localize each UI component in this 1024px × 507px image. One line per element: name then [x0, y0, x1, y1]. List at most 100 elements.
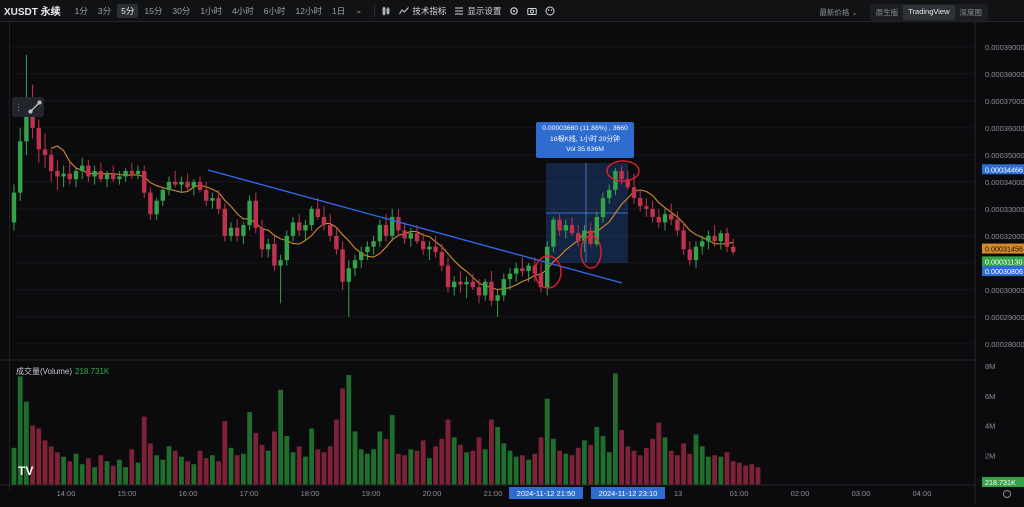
- volume-bar: [321, 452, 327, 485]
- candle-body: [687, 249, 692, 261]
- annotation-circle-1[interactable]: [534, 255, 562, 289]
- volume-bar: [346, 374, 352, 485]
- time-label: 03:00: [852, 489, 871, 498]
- interval-15m[interactable]: 15分: [144, 5, 163, 16]
- volume-bar: [86, 458, 91, 485]
- candle-body: [36, 127, 41, 150]
- candle-style-button[interactable]: [381, 6, 391, 16]
- volume-bar: [11, 447, 17, 485]
- price-chart[interactable]: 0.00039000 0.00038000 0.00037000 0.00036000…: [0, 22, 1024, 505]
- annotation-circle-3[interactable]: [606, 160, 640, 182]
- view-native[interactable]: 原生版: [875, 8, 899, 17]
- interval-1h[interactable]: 1小时: [200, 5, 223, 16]
- price-label: 0.00034000: [985, 178, 1024, 187]
- volume-bar: [532, 453, 538, 485]
- interval-1d[interactable]: 1日: [331, 5, 346, 16]
- chevron-down-icon[interactable]: ⌄: [355, 5, 363, 15]
- candle-body: [160, 189, 165, 201]
- candle-body: [111, 173, 116, 180]
- interval-1m[interactable]: 1分: [74, 5, 88, 16]
- indicators-label: 技术指标: [412, 5, 447, 16]
- price-label: 0.00038000: [985, 70, 1024, 79]
- chart-area[interactable]: 0.00039000 0.00038000 0.00037000 0.00036000…: [0, 22, 1024, 505]
- interval-4h[interactable]: 4小时: [232, 5, 254, 16]
- candle-body: [445, 265, 451, 288]
- price-axis: 0.00039000 0.00038000 0.00037000 0.00036000…: [985, 43, 1024, 460]
- measure-tooltip-line1: 0.00003660 (11.88%) , 3660: [542, 125, 628, 132]
- candle-body: [625, 179, 630, 188]
- drawing-toolbar: [0, 22, 10, 492]
- candle-body: [80, 165, 85, 172]
- price-label: 0.00028000: [985, 340, 1024, 349]
- candle-body: [526, 265, 531, 271]
- volume-bar: [98, 455, 104, 485]
- settings-button[interactable]: [509, 6, 519, 16]
- candle-body: [700, 241, 705, 247]
- toolbar-divider: [374, 4, 376, 17]
- volume-axis-label: 4M: [985, 422, 995, 431]
- volume-bar: [445, 419, 451, 485]
- indicators-button[interactable]: 技术指标: [399, 5, 446, 17]
- candle-body: [483, 281, 488, 296]
- candle-body: [390, 216, 395, 236]
- volume-bar: [296, 446, 302, 485]
- volume-bar: [104, 461, 110, 485]
- volume-axis-label: 8M: [985, 362, 995, 371]
- volume-bar: [470, 450, 476, 485]
- candle-body: [334, 235, 339, 250]
- candle-body: [148, 192, 153, 215]
- interval-30m[interactable]: 30分: [172, 5, 191, 16]
- candle-body: [61, 173, 66, 177]
- candle-body: [724, 233, 730, 247]
- interval-5m[interactable]: 5分: [117, 3, 139, 18]
- price-tags: 0.00034466 0.00031456 0.000311300.00030806…: [982, 164, 1024, 487]
- candle-body: [656, 216, 661, 223]
- candle-body: [433, 246, 438, 253]
- symbol-label[interactable]: XUSDT 永续: [4, 7, 61, 18]
- candle-body: [18, 141, 23, 193]
- volume-bar: [377, 431, 383, 485]
- interval-12h[interactable]: 12小时: [295, 5, 322, 16]
- volume-bar: [606, 452, 612, 485]
- candle-body: [284, 235, 289, 261]
- price-type-select[interactable]: 最新价格 ⌄: [819, 8, 858, 17]
- candle-body: [371, 241, 376, 247]
- volume-bar: [427, 458, 432, 485]
- volume-bar: [55, 452, 60, 485]
- candle-body: [123, 171, 128, 177]
- list-icon: [455, 7, 464, 14]
- view-depth[interactable]: 深度图: [959, 8, 983, 17]
- volume-bar: [724, 452, 730, 485]
- candle-body: [259, 227, 265, 250]
- interval-3m[interactable]: 3分: [97, 5, 112, 16]
- candle-body: [42, 149, 48, 155]
- candle-body: [104, 173, 110, 180]
- price-tag-text: 0.00031456: [985, 245, 1023, 254]
- trend-line-tool-icon[interactable]: [28, 100, 42, 114]
- view-tradingview[interactable]: TradingView: [903, 5, 955, 20]
- volume-bar: [439, 438, 445, 485]
- template-button[interactable]: [545, 6, 555, 16]
- grip-icon[interactable]: ⋮: [14, 101, 24, 112]
- axis-settings-icon[interactable]: [1003, 490, 1011, 498]
- candle-body: [675, 219, 680, 231]
- time-highlight-text: 2024-11-12 21:50: [517, 489, 576, 498]
- palette-icon: [545, 6, 555, 15]
- screenshot-button[interactable]: [527, 6, 538, 16]
- candle-body: [49, 154, 54, 172]
- volume-bar: [42, 440, 48, 485]
- trend-line[interactable]: [207, 169, 623, 284]
- volume-bar: [538, 437, 544, 485]
- candle-body: [470, 281, 475, 288]
- volume-bar: [234, 455, 240, 485]
- volume-bar: [303, 456, 308, 485]
- candle-body: [520, 268, 525, 271]
- display-settings-button[interactable]: 显示设置: [454, 5, 501, 17]
- volume-bar: [365, 453, 370, 485]
- drawing-tool-popup: ⋮: [12, 97, 44, 117]
- interval-6h[interactable]: 6小时: [263, 5, 286, 16]
- annotation-circle-2[interactable]: [580, 235, 602, 269]
- candle-body: [309, 208, 314, 226]
- candle-body: [154, 200, 159, 215]
- candle-body: [545, 246, 550, 288]
